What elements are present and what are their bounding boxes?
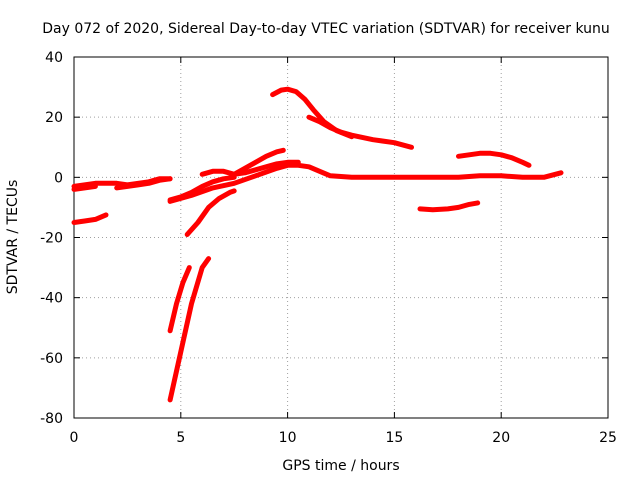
y-tick-label: -60 (40, 351, 63, 367)
y-tick-label: -20 (40, 231, 63, 247)
grid (74, 57, 608, 418)
series-arc-6 (167, 256, 212, 403)
y-tick-label: -40 (40, 291, 63, 307)
data-series (71, 86, 564, 403)
x-axis-label: GPS time / hours (282, 458, 399, 474)
y-tick-label: -80 (40, 411, 63, 427)
y-tick-label: 20 (45, 110, 63, 126)
y-tick-label: 0 (54, 170, 63, 186)
series-arc-10 (167, 162, 564, 204)
series-arc-3 (71, 183, 98, 192)
chart-title: Day 072 of 2020, Sidereal Day-to-day VTE… (42, 21, 610, 37)
y-axis-label: SDTVAR / TECUs (5, 180, 21, 295)
series-arc-15 (456, 150, 532, 168)
x-tick-label: 20 (492, 430, 510, 446)
series-arc-9 (199, 159, 301, 177)
x-tick-label: 15 (385, 430, 403, 446)
x-tick-label: 5 (176, 430, 185, 446)
series-arc-1 (71, 212, 109, 225)
x-tick-label: 25 (599, 430, 617, 446)
series-arc-11 (231, 147, 286, 177)
x-tick-label: 10 (279, 430, 297, 446)
series-arc-14 (417, 200, 481, 213)
series-arc-5 (167, 265, 192, 334)
series-arc-13 (306, 114, 414, 150)
series-arc-8 (184, 188, 237, 237)
axis-ticks: 0 5 10 15 20 25 -80 -60 -40 -20 0 20 40 (40, 50, 617, 446)
x-tick-label: 0 (70, 430, 79, 446)
series-arc-4 (114, 176, 173, 191)
y-tick-label: 40 (45, 50, 63, 66)
